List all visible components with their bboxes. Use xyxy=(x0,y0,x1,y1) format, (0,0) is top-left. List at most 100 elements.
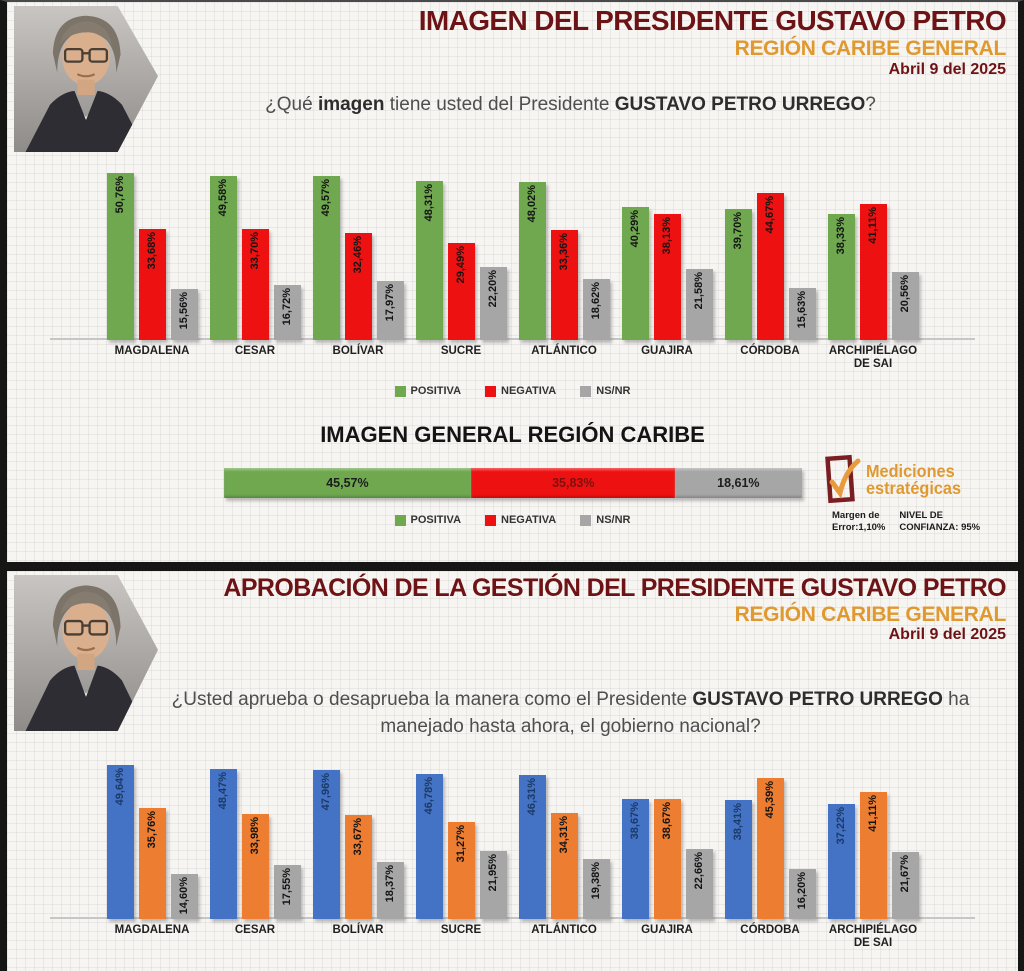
category-group: 39,70% 44,67% 15,63% CÓRDOBA xyxy=(722,162,818,373)
legend-swatch-icon xyxy=(580,514,592,526)
bar-value-label: 49,58% xyxy=(217,179,229,217)
bar-NS/NR: 18,62% xyxy=(582,278,610,340)
bar-value-label: 41,11% xyxy=(867,207,879,245)
confidence-level: NIVEL DE CONFIANZA: 95% xyxy=(899,510,981,534)
bar-value-label: 40,29% xyxy=(629,210,641,248)
bar-value-label: 16,72% xyxy=(281,287,293,326)
date-label: Abril 9 del 2025 xyxy=(888,60,1006,78)
bar-serie-azul: 38,41% xyxy=(724,799,752,919)
bar-value-label: 49,57% xyxy=(320,179,332,217)
legend-item: NEGATIVA xyxy=(485,514,556,526)
bar-serie-gris: 19,38% xyxy=(582,858,610,919)
legend-item: POSITIVA xyxy=(394,514,462,526)
bar-POSITIVA: 49,58% xyxy=(209,176,237,340)
question-text: ? xyxy=(865,94,876,115)
category-group: 49,58% 33,70% 16,72% CESAR xyxy=(207,162,303,373)
bar-value-label: 35,76% xyxy=(146,811,158,849)
bar-serie-azul: 48,47% xyxy=(209,768,237,919)
bar-value-label: 48,47% xyxy=(217,771,229,810)
question-bold: imagen xyxy=(317,94,385,115)
bar-NS/NR: 17,97% xyxy=(376,280,404,340)
bar-value-label: 47,96% xyxy=(320,773,332,811)
category-group: 46,31% 34,31% 19,38% ATLÁNTICO xyxy=(516,761,612,952)
category-group: 48,02% 33,36% 18,62% ATLÁNTICO xyxy=(516,162,612,373)
bar-value-label: 15,56% xyxy=(178,291,190,330)
bar-value-label: 34,31% xyxy=(558,815,570,853)
question-text: ¿Qué xyxy=(265,94,318,115)
bar-value-label: 46,31% xyxy=(526,778,538,816)
category-label: BOLÍVAR xyxy=(332,345,384,357)
mediciones-logo-icon xyxy=(825,454,861,504)
bar-value-label: 32,46% xyxy=(352,235,364,274)
bar-NS/NR: 22,20% xyxy=(479,266,507,340)
category-group: 48,31% 29,49% 22,20% SUCRE xyxy=(413,162,509,373)
bar-value-label: 22,66% xyxy=(693,851,705,890)
bar-serie-azul: 37,22% xyxy=(827,803,855,919)
bar-serie-azul: 46,78% xyxy=(415,774,443,919)
bar-value-label: 49,64% xyxy=(114,768,126,806)
category-group: 49,64% 35,76% 14,60% MAGDALENA xyxy=(104,761,200,952)
category-label: GUAJIRA xyxy=(641,345,693,357)
bar-NEGATIVA: 33,68% xyxy=(138,228,166,340)
bar-value-label: 19,38% xyxy=(590,861,602,900)
category-label: GUAJIRA xyxy=(641,924,693,936)
bar-POSITIVA: 39,70% xyxy=(724,209,752,340)
bar-serie-naranja: 31,27% xyxy=(447,822,475,919)
bar-value-label: 21,95% xyxy=(487,854,499,892)
bar-NEGATIVA: 29,49% xyxy=(447,242,475,340)
bar-serie-naranja: 33,98% xyxy=(241,813,269,919)
question-text: tiene usted del Presidente xyxy=(384,94,615,115)
stack-segment-POSITIVA: 45,57% xyxy=(223,468,472,498)
bar-serie-naranja: 45,39% xyxy=(756,778,784,919)
panel-imagen-presidente: IMAGEN DEL PRESIDENTE GUSTAVO PETRO REGI… xyxy=(0,0,1024,562)
survey-question: ¿Qué imagen tiene usted del Presidente G… xyxy=(157,94,984,116)
bar-POSITIVA: 48,02% xyxy=(518,181,546,340)
legend-label: NEGATIVA xyxy=(501,385,557,397)
petro-portrait xyxy=(14,6,158,152)
bar-serie-gris: 21,67% xyxy=(891,851,919,919)
stack-segment-NS/NR: 18,61% xyxy=(675,468,802,498)
bar-value-label: 16,20% xyxy=(796,871,808,910)
legend-label: NEGATIVA xyxy=(501,514,557,526)
panel2-header: APROBACIÓN DE LA GESTIÓN DEL PRESIDENTE … xyxy=(223,574,1006,645)
bar-serie-naranja: 41,11% xyxy=(859,791,887,919)
category-label: MAGDALENA xyxy=(114,924,190,936)
x-axis-line xyxy=(50,338,975,340)
bar-value-label: 44,67% xyxy=(764,195,776,233)
bar-value-label: 17,97% xyxy=(384,283,396,322)
bar-value-label: 33,36% xyxy=(558,232,570,271)
category-label: CÓRDOBA xyxy=(740,924,800,936)
imagen-chart-legend: POSITIVA NEGATIVA NS/NR xyxy=(7,385,1018,397)
category-label: ATLÁNTICO xyxy=(531,924,597,936)
question-bold: GUSTAVO PETRO URREGO xyxy=(614,94,866,115)
legend-label: NS/NR xyxy=(596,385,631,397)
aprobacion-bar-chart: 49,64% 35,76% 14,60% MAGDALENA 48,47% 33,98% 1… xyxy=(31,761,994,952)
legend-swatch-icon xyxy=(485,385,497,397)
bar-serie-gris: 17,55% xyxy=(273,864,301,919)
date-label: Abril 9 del 2025 xyxy=(888,626,1006,644)
bar-NS/NR: 15,63% xyxy=(788,288,816,340)
brand-name-line1: Mediciones xyxy=(866,461,955,482)
bar-value-label: 38,67% xyxy=(661,802,673,840)
bar-value-label: 38,41% xyxy=(732,802,744,841)
bar-value-label: 15,63% xyxy=(796,291,808,329)
bar-value-label: 33,98% xyxy=(249,816,261,855)
legend-swatch-icon xyxy=(580,385,592,397)
category-label: SUCRE xyxy=(440,345,482,357)
category-group: 47,96% 33,67% 18,37% BOLÍVAR xyxy=(310,761,406,952)
bar-value-label: 41,11% xyxy=(867,794,879,832)
category-group: 38,33% 41,11% 20,56% ARCHIPIÉLAGO DE SAI xyxy=(825,162,921,373)
legend-swatch-icon xyxy=(485,514,497,526)
region-subtitle: REGIÓN CARIBE GENERAL xyxy=(734,602,1007,626)
category-group: 38,67% 38,67% 22,66% GUAJIRA xyxy=(619,761,715,952)
bar-value-label: 37,22% xyxy=(835,806,847,844)
bar-value-label: 18,62% xyxy=(590,281,602,319)
bar-value-label: 21,67% xyxy=(899,854,911,893)
category-group: 48,47% 33,98% 17,55% CESAR xyxy=(207,761,303,952)
panel-aprobacion-gestion: APROBACIÓN DE LA GESTIÓN DEL PRESIDENTE … xyxy=(0,571,1024,971)
legend-label: POSITIVA xyxy=(410,514,462,526)
bar-serie-azul: 38,67% xyxy=(621,799,649,919)
legend-item: NS/NR xyxy=(580,514,630,526)
bar-value-label: 46,78% xyxy=(423,777,435,815)
category-label: CÓRDOBA xyxy=(740,345,800,357)
